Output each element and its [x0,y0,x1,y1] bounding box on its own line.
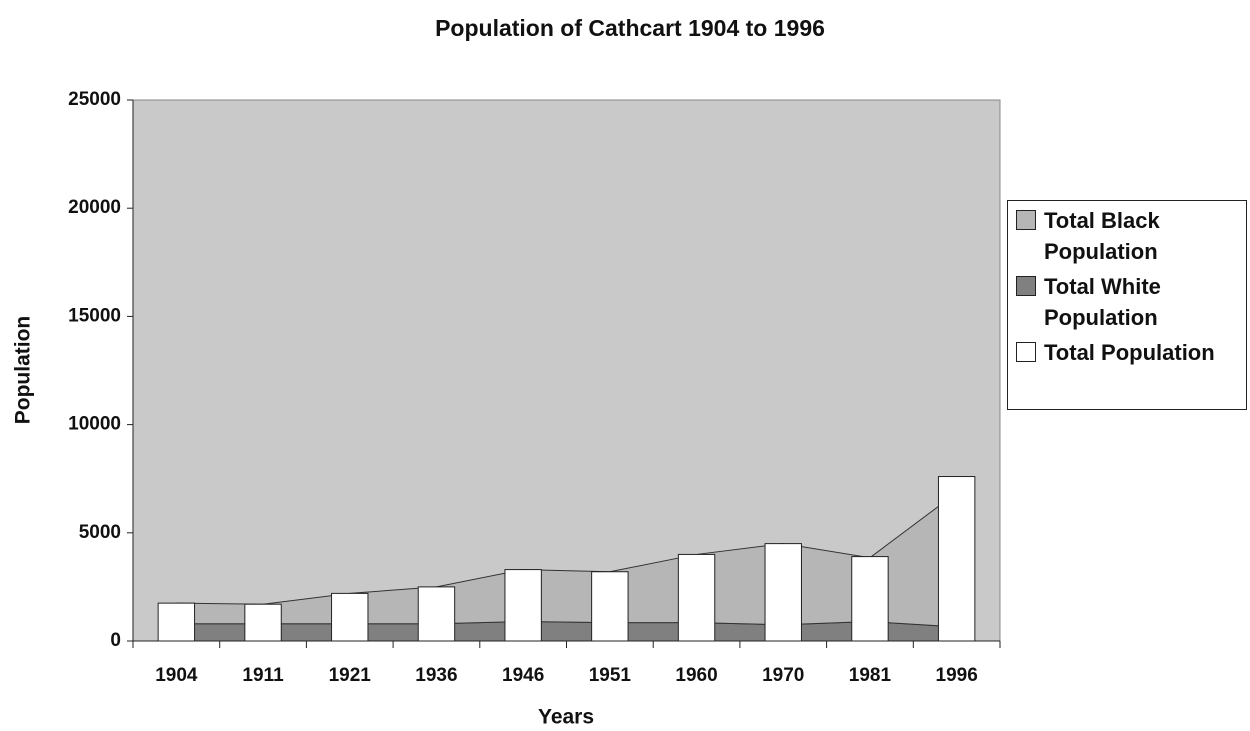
y-axis-label: Population [12,316,35,425]
bar [504,569,542,642]
legend-item: Total Population [1014,337,1240,368]
legend-swatch [1016,342,1036,362]
bar [417,586,456,642]
x-tick-label: 1970 [762,665,804,686]
bar [937,476,976,642]
legend: Total Black Population Total White Popula… [1007,200,1247,410]
y-tick-label: 15000 [68,305,121,326]
x-tick-label: 1921 [329,665,372,686]
x-tick-label: 1911 [242,665,284,686]
y-tick-label: 0 [110,630,121,651]
x-tick-label: 1904 [155,665,198,686]
legend-swatch [1016,210,1036,230]
x-tick-label: 1981 [849,665,892,686]
x-axis-label: Years [538,706,594,729]
y-tick-label: 20000 [68,197,121,218]
plot-area [132,99,1001,642]
bar [591,571,629,642]
x-tick-label: 1951 [589,665,632,686]
legend-label: Total White Population [1044,274,1161,330]
bar [331,592,369,642]
legend-item: Total White Population [1014,271,1240,333]
legend-label: Total Population [1044,340,1215,365]
chart-title: Population of Cathcart 1904 to 1996 [435,15,825,41]
legend-swatch [1016,276,1036,296]
y-tick-label: 25000 [68,89,121,110]
legend-item: Total Black Population [1014,205,1240,267]
legend-label: Total Black Population [1044,208,1160,264]
x-tick-label: 1996 [936,665,978,686]
bar [244,603,282,642]
area [175,621,958,642]
x-tick-label: 1946 [502,665,544,686]
y-tick-label: 10000 [68,414,121,435]
bar [851,556,889,642]
bar [677,553,716,642]
y-tick-label: 5000 [79,522,121,543]
bar [157,602,196,642]
x-tick-label: 1936 [415,665,457,686]
x-tick-label: 1960 [675,665,717,686]
bar [764,543,802,642]
